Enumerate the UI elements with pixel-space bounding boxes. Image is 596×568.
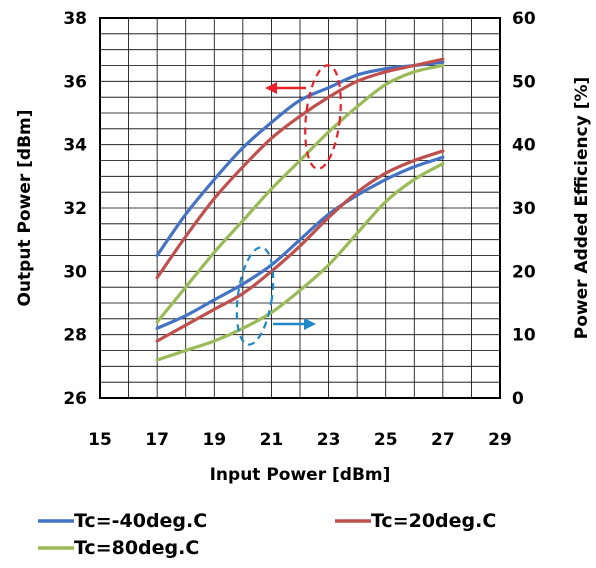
plot-frame (99, 17, 501, 399)
y2-tick-label: 10 (512, 326, 536, 346)
grid (100, 18, 500, 398)
y2-axis-label: Power Added Efficiency [%] (572, 77, 592, 340)
series-line-left-tc-40deg-c (155, 60, 445, 258)
y-tick-label: 28 (63, 326, 87, 346)
left-axis-ticks: 26 28 30 32 34 36 38 (63, 9, 87, 409)
x-tick-label: 25 (374, 430, 398, 450)
annotation-ellipse-red (304, 64, 342, 170)
y-axis-label: Output Power [dBm] (15, 109, 35, 306)
x-tick-label: 21 (260, 430, 284, 450)
legend: Tc=-40deg.C Tc=20deg.C Tc=80deg.C (38, 510, 496, 559)
x-tick-label: 17 (145, 430, 169, 450)
y-tick-label: 34 (63, 136, 87, 156)
right-axis-ticks: 0 10 20 30 40 50 60 (512, 9, 536, 409)
y2-tick-label: 30 (512, 199, 536, 219)
series-line-right-tc-80deg-c (155, 162, 445, 362)
annotations (235, 64, 342, 346)
y-tick-label: 38 (63, 9, 87, 29)
x-tick-label: 15 (88, 430, 112, 450)
y-tick-label: 26 (63, 389, 87, 409)
series-line-right-tc-20deg-c (155, 149, 445, 343)
x-tick-label: 19 (202, 430, 226, 450)
legend-label-tc-20deg-c: Tc=20deg.C (371, 510, 496, 532)
x-axis-ticks: 15 17 19 21 23 25 27 29 (88, 430, 512, 450)
y2-tick-label: 20 (512, 262, 536, 282)
series-line-left-tc-20deg-c (155, 57, 445, 280)
y2-tick-label: 40 (512, 136, 536, 156)
right-arrow-icon (304, 318, 316, 330)
x-tick-label: 23 (317, 430, 341, 450)
series-line-left-tc-80deg-c (155, 63, 445, 324)
y-tick-label: 36 (63, 72, 87, 92)
data-curves (155, 57, 445, 362)
y-tick-label: 32 (63, 199, 87, 219)
x-tick-label: 27 (431, 430, 455, 450)
y2-tick-label: 0 (512, 389, 524, 409)
y2-tick-label: 60 (512, 9, 536, 29)
x-axis-label: Input Power [dBm] (210, 465, 391, 485)
legend-label-tc-80deg-c: Tc=80deg.C (74, 537, 199, 559)
left-arrow-icon (265, 82, 277, 94)
y2-tick-label: 50 (512, 72, 536, 92)
y-tick-label: 30 (63, 262, 87, 282)
x-tick-label: 29 (488, 430, 512, 450)
legend-label-tc-40deg-c: Tc=-40deg.C (74, 510, 207, 532)
series-line-right-tc-40deg-c (155, 155, 445, 330)
annotation-ellipse-blue (235, 246, 275, 346)
